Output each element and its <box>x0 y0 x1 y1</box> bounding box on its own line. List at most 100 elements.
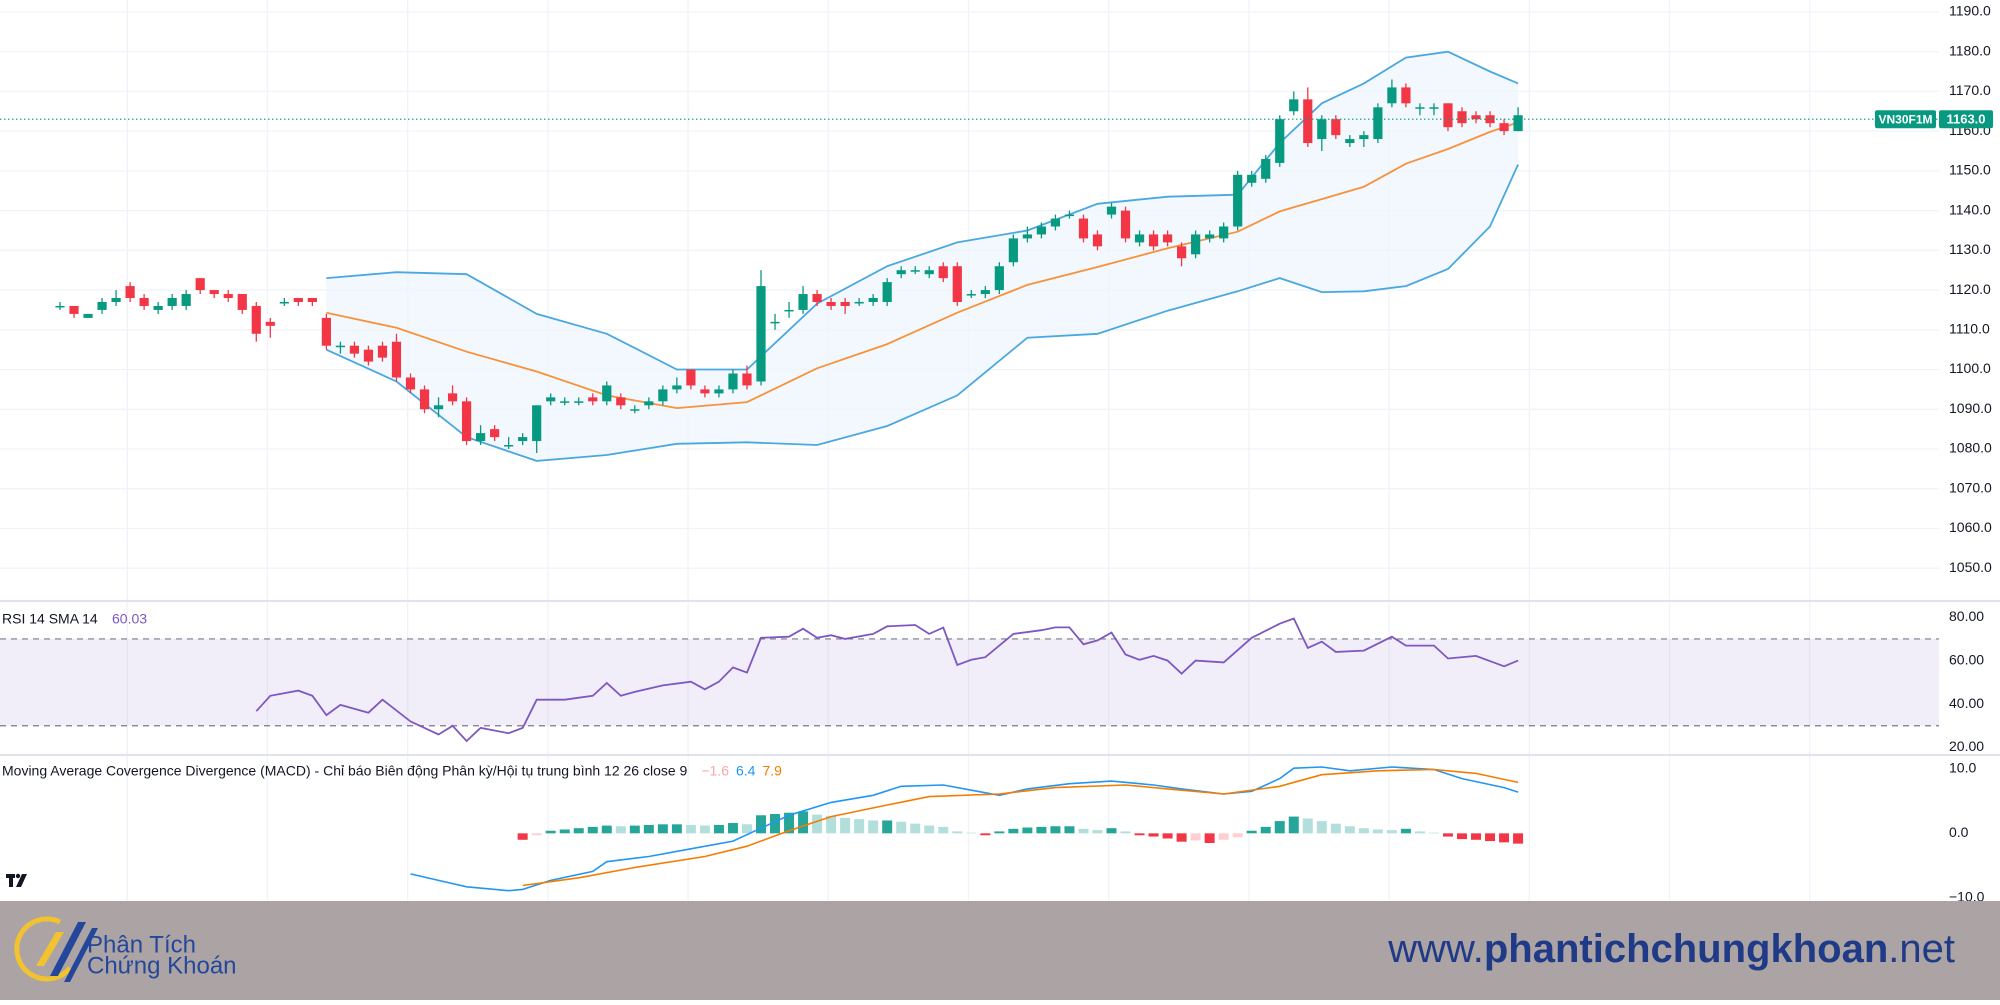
candle-body <box>910 270 920 272</box>
histogram-bar <box>559 829 570 834</box>
candle-body <box>952 266 962 302</box>
candle-body <box>868 298 878 302</box>
histogram-bar <box>770 814 781 834</box>
histogram-bar <box>1008 828 1019 834</box>
histogram-bar <box>1162 833 1173 839</box>
histogram-bar <box>1148 833 1159 837</box>
histogram-bar <box>1176 833 1187 842</box>
plots: 1050.0 1060.0 1070.0 1080.0 1090.0 1100.0 1110… <box>0 3 1993 904</box>
histogram-bar <box>741 824 752 834</box>
histogram-bar <box>826 815 837 834</box>
histogram-bar <box>1092 830 1103 834</box>
histogram-bar <box>1078 828 1089 834</box>
candle-body <box>405 377 416 390</box>
background <box>0 0 2000 901</box>
candle-body <box>1289 99 1299 112</box>
candle-body <box>167 298 177 306</box>
histogram-bar <box>671 824 682 834</box>
price-tag <box>1939 110 1993 129</box>
histogram-bar <box>910 823 921 834</box>
candle-body <box>1191 234 1201 255</box>
candle-body <box>223 294 233 299</box>
y-tick-label: 1070.0 <box>1949 479 1992 495</box>
histogram-bar <box>713 824 724 834</box>
candle-body <box>840 301 850 306</box>
url-part: .net <box>1888 927 1955 971</box>
candle-body <box>1359 135 1369 140</box>
y-tick-label: 40.00 <box>1949 695 1984 711</box>
candle-body <box>1387 87 1397 104</box>
candle-body <box>658 389 668 402</box>
candle-body <box>1036 226 1046 235</box>
pane-title: Moving Average Covergence Divergence (MA… <box>2 763 688 779</box>
candle-body <box>195 278 205 291</box>
candle-body <box>994 266 1004 291</box>
histogram-bar <box>756 815 766 834</box>
legend-value: −1.6 <box>701 763 729 779</box>
y-tick-label: 1150.0 <box>1949 162 1991 178</box>
candle-body <box>363 349 374 362</box>
histogram-bar <box>1400 828 1411 834</box>
candle-body <box>321 317 331 346</box>
histogram-bar <box>1232 833 1243 838</box>
candle-body <box>1022 234 1032 239</box>
y-tick-label: 1110.0 <box>1949 321 1990 337</box>
histogram-bar <box>629 825 640 834</box>
candle-body <box>546 397 556 402</box>
candle-body <box>1219 226 1229 239</box>
histogram-bar <box>1330 823 1341 834</box>
candle-body <box>1162 234 1173 243</box>
candle-body <box>756 286 766 382</box>
histogram-bar <box>1471 833 1482 840</box>
histogram-bar <box>1485 833 1496 842</box>
candle-body <box>938 266 948 279</box>
candle-body <box>630 409 640 411</box>
histogram-bar <box>840 817 851 834</box>
candle-body <box>742 373 752 386</box>
histogram-bar <box>1414 831 1425 834</box>
url-part: phantichchungkhoan <box>1484 927 1888 971</box>
candle-body <box>966 294 976 296</box>
histogram-bar <box>784 812 795 834</box>
banner <box>0 901 2000 1000</box>
candle-body <box>1317 119 1327 140</box>
url-part: www. <box>1387 927 1484 971</box>
candle-body <box>419 389 430 410</box>
histogram-bar <box>1190 833 1201 841</box>
legend-value: 60.03 <box>112 611 147 627</box>
histogram-bar <box>587 826 598 834</box>
tv-logo <box>6 873 27 887</box>
candle-body <box>83 313 93 318</box>
y-tick-label: 20.00 <box>1949 738 1984 754</box>
candle-body <box>1148 234 1159 247</box>
histogram-bar <box>517 833 528 840</box>
histogram-bar <box>643 824 654 834</box>
y-tick-label: 1170.0 <box>1949 82 1991 98</box>
level-band <box>0 638 1939 726</box>
candle-body <box>377 345 388 358</box>
rsi-line <box>255 617 1519 743</box>
candle-body <box>461 401 472 442</box>
candle-body <box>1008 238 1018 263</box>
candle-body <box>1345 139 1355 144</box>
histogram-bar <box>938 826 949 834</box>
histogram-bar <box>868 820 879 834</box>
candle-body <box>854 301 864 304</box>
histogram-bar <box>798 811 809 834</box>
candle-body <box>588 397 598 402</box>
y-tick-label: 1090.0 <box>1949 400 1992 416</box>
y-tick-label: 1060.0 <box>1949 519 1992 535</box>
candle-body <box>1485 115 1495 124</box>
pane-title: RSI 14 SMA 14 <box>2 611 98 627</box>
candle-body <box>265 321 275 326</box>
candle-body <box>924 270 934 275</box>
candle-body <box>980 290 990 295</box>
histogram-bar <box>1288 816 1299 834</box>
histogram-bar <box>1120 831 1131 834</box>
histogram-bar <box>545 830 556 834</box>
histogram-bar <box>699 825 710 834</box>
candle-body <box>349 345 360 354</box>
basis-line <box>326 121 1519 410</box>
histogram-bar <box>882 820 893 834</box>
